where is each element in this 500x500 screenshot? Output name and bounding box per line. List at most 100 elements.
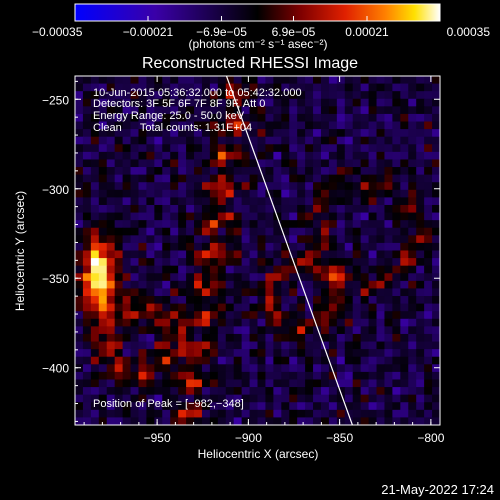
heatmap-cell bbox=[98, 197, 108, 206]
heatmap-cell bbox=[273, 303, 282, 312]
heatmap-cell bbox=[170, 341, 179, 350]
heatmap-cell bbox=[186, 280, 195, 290]
heatmap-cell bbox=[249, 151, 259, 161]
heatmap-cell bbox=[281, 159, 290, 168]
heatmap-cell bbox=[154, 258, 163, 267]
heatmap-cell bbox=[82, 129, 92, 138]
heatmap-cell bbox=[249, 288, 259, 297]
heatmap-cell bbox=[305, 220, 314, 229]
heatmap-cell bbox=[408, 76, 417, 85]
heatmap-cell bbox=[249, 402, 259, 411]
heatmap-cell bbox=[297, 379, 306, 388]
heatmap-cell bbox=[225, 409, 235, 419]
heatmap-cell bbox=[305, 288, 314, 297]
heatmap-cell bbox=[122, 189, 132, 198]
heatmap-cell bbox=[305, 258, 314, 267]
heatmap-cell bbox=[400, 356, 409, 365]
heatmap-cell bbox=[336, 174, 346, 183]
heatmap-cell bbox=[233, 409, 243, 419]
heatmap-cell bbox=[360, 151, 370, 161]
heatmap-cell bbox=[265, 91, 274, 100]
heatmap-cell bbox=[98, 387, 108, 396]
heatmap-cell bbox=[233, 250, 243, 259]
heatmap-cell bbox=[90, 258, 100, 267]
heatmap-cell bbox=[320, 98, 330, 107]
heatmap-cell bbox=[336, 409, 346, 419]
heatmap-cell bbox=[114, 273, 124, 282]
heatmap-cell bbox=[313, 349, 322, 358]
heatmap-cell bbox=[281, 258, 290, 267]
heatmap-cell bbox=[400, 409, 409, 419]
heatmap-cell bbox=[249, 121, 259, 130]
heatmap-cell bbox=[201, 371, 211, 381]
heatmap-cell bbox=[170, 265, 179, 274]
heatmap-cell bbox=[360, 212, 370, 221]
heatmap-cell bbox=[289, 76, 298, 85]
heatmap-cell bbox=[186, 220, 195, 229]
heatmap-cell bbox=[98, 212, 108, 221]
heatmap-cell bbox=[289, 387, 298, 396]
heatmap-cell bbox=[305, 242, 314, 252]
heatmap-cell bbox=[138, 341, 148, 350]
colorbar-tick-label: 0.00035 bbox=[447, 25, 491, 39]
heatmap-cell bbox=[273, 379, 282, 388]
colorbar-units: (photons cm⁻² s⁻¹ asec⁻²) bbox=[188, 37, 327, 51]
heatmap-cell bbox=[416, 402, 425, 411]
heatmap-cell bbox=[82, 417, 92, 425]
heatmap-cell bbox=[225, 113, 235, 123]
heatmap-cell bbox=[249, 212, 259, 221]
heatmap-cell bbox=[217, 280, 227, 290]
heatmap-cell bbox=[241, 106, 251, 115]
heatmap-cell bbox=[241, 394, 251, 403]
heatmap-cell bbox=[265, 167, 274, 176]
heatmap-cell bbox=[90, 182, 100, 191]
heatmap-cell bbox=[186, 394, 195, 403]
heatmap-cell bbox=[392, 387, 401, 396]
heatmap-cell bbox=[130, 144, 140, 153]
heatmap-cell bbox=[225, 303, 235, 312]
heatmap-cell bbox=[75, 402, 84, 411]
heatmap-cell bbox=[432, 159, 440, 168]
heatmap-cell bbox=[122, 136, 132, 145]
heatmap-cell bbox=[217, 371, 227, 381]
heatmap-cell bbox=[225, 341, 235, 350]
heatmap-cell bbox=[138, 402, 148, 411]
heatmap-cell bbox=[432, 235, 440, 244]
heatmap-cell bbox=[257, 265, 267, 274]
heatmap-cell bbox=[289, 394, 298, 403]
heatmap-cell bbox=[281, 151, 290, 161]
heatmap-cell bbox=[122, 280, 132, 290]
heatmap-cell bbox=[305, 167, 314, 176]
heatmap-cell bbox=[376, 204, 386, 214]
heatmap-cell bbox=[194, 189, 203, 198]
heatmap-cell bbox=[328, 197, 338, 206]
heatmap-cell bbox=[297, 159, 306, 168]
heatmap-cell bbox=[432, 113, 440, 123]
heatmap-cell bbox=[328, 258, 338, 267]
heatmap-cell bbox=[313, 288, 322, 297]
heatmap-cell bbox=[130, 288, 140, 297]
heatmap-cell bbox=[170, 242, 179, 252]
heatmap-cell bbox=[178, 417, 187, 425]
heatmap-cell bbox=[194, 356, 203, 365]
heatmap-cell bbox=[265, 129, 274, 138]
heatmap-cell bbox=[146, 242, 155, 252]
heatmap-cell bbox=[344, 303, 354, 312]
heatmap-cell bbox=[352, 333, 362, 343]
heatmap-cell bbox=[178, 333, 187, 343]
heatmap-cell bbox=[424, 83, 433, 92]
heatmap-cell bbox=[170, 250, 179, 259]
heatmap-cell bbox=[432, 98, 440, 107]
heatmap-cell bbox=[297, 174, 306, 183]
heatmap-cell bbox=[424, 333, 433, 343]
heatmap-cell bbox=[392, 296, 401, 305]
heatmap-cell bbox=[297, 387, 306, 396]
heatmap-cell bbox=[122, 326, 132, 335]
heatmap-cell bbox=[313, 341, 322, 350]
heatmap-cell bbox=[289, 98, 298, 107]
heatmap-cell bbox=[289, 113, 298, 123]
heatmap-cell bbox=[336, 144, 346, 153]
heatmap-cell bbox=[82, 83, 92, 92]
heatmap-cell bbox=[217, 296, 227, 305]
heatmap-cell bbox=[90, 220, 100, 229]
